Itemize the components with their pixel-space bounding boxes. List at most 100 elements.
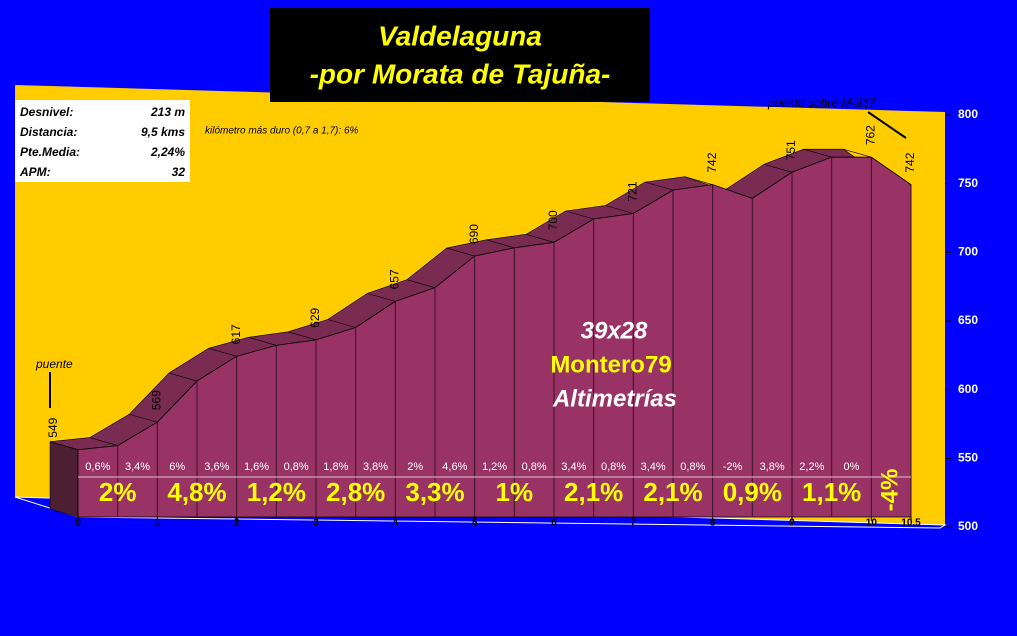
gradient-label: 1,8% [323, 461, 348, 473]
ridge-edge [843, 148, 872, 158]
ridge-edge [763, 164, 793, 173]
watermark: Montero79 [550, 351, 671, 378]
watermark: 39x28 [581, 317, 648, 344]
gradient-label: 3,8% [363, 461, 388, 473]
x-tick-label: 2 [234, 518, 240, 529]
ridge-edge [406, 279, 436, 288]
x-tick-label: 10 [866, 518, 878, 529]
gradient-label: 3,4% [561, 461, 586, 473]
x-tick-label: 1 [155, 518, 161, 529]
ridge-edge [446, 247, 475, 257]
ridge-edge [208, 348, 237, 357]
km-gradient-label: 2% [99, 477, 137, 507]
km-gradient-label: 3,3% [405, 477, 464, 507]
ridge-edge [486, 239, 515, 249]
gradient-label: 0,8% [522, 461, 547, 473]
y-tick-label: 750 [958, 176, 978, 190]
elevation-label: 700 [546, 210, 560, 230]
elevation-label: 762 [864, 125, 878, 145]
annotation-arrow [867, 111, 907, 139]
gradient-label: 6% [169, 461, 185, 473]
x-tick-label: 6 [551, 518, 557, 529]
km-gradient-label: 0,9% [723, 477, 782, 507]
ridge-edge [367, 293, 396, 302]
ridge-edge [684, 176, 713, 185]
info-value: 213 m [150, 105, 185, 119]
gradient-label: 0,8% [680, 461, 705, 473]
side-face [49, 441, 79, 518]
y-tick-label: 500 [958, 519, 978, 533]
ridge-edge [49, 441, 79, 450]
gradient-label: 0% [844, 461, 860, 473]
info-label: Desnivel: [20, 105, 73, 119]
info-rows: Desnivel: 213 m Distancia: 9,5 kms Pte.Media… [19, 105, 185, 179]
plot: 5005506006507007508005495696176296576907… [46, 107, 978, 533]
y-tick-label: 550 [958, 451, 978, 465]
elevation-label: 569 [150, 390, 164, 410]
gradient-label: 2,2% [799, 461, 824, 473]
x-tick-label: 4 [393, 518, 399, 529]
gradient-label: -2% [723, 461, 743, 473]
x-tick-label: 3 [313, 518, 319, 529]
elevation-label: 549 [46, 417, 60, 437]
info-label: APM: [19, 165, 51, 179]
ridge-edge [565, 210, 594, 220]
elevation-label: 617 [229, 324, 243, 344]
annotation: puente sobre M-317 [767, 96, 877, 110]
gradient-label: 0,6% [85, 461, 110, 473]
ridge-edge [803, 148, 832, 158]
gradient-label: 1,2% [482, 461, 507, 473]
y-tick-label: 650 [958, 313, 978, 327]
ridge-edge [644, 181, 674, 191]
elevation-label: 751 [784, 140, 798, 160]
elevation-label: 657 [388, 269, 402, 289]
km-gradient-label: 1% [496, 477, 534, 507]
info-value: 32 [172, 165, 186, 179]
ridge-edge [525, 234, 555, 243]
info-label: Pte.Media: [20, 145, 80, 159]
info-label: Distancia: [20, 125, 77, 139]
x-tick-label: 0 [75, 518, 81, 529]
info-value: 2,24% [150, 145, 185, 159]
gradient-label: 1,6% [244, 461, 269, 473]
y-tick-label: 600 [958, 382, 978, 396]
x-tick-label: 5 [472, 518, 478, 529]
km-gradient-label: 2,1% [643, 477, 702, 507]
elevation-label: 721 [626, 181, 640, 201]
title: -por Morata de Tajuña- [310, 58, 611, 89]
elevation-label: 742 [705, 152, 719, 172]
gradient-label: 0,8% [601, 461, 626, 473]
elevation-label: 690 [467, 224, 481, 244]
info-value: 9,5 kms [141, 125, 185, 139]
y-tick-label: 800 [958, 107, 978, 121]
km-gradient-label: -4% [877, 469, 904, 512]
annotation: puente [35, 357, 73, 371]
elevation-label: 742 [903, 152, 917, 172]
gradient-label: 3,4% [125, 461, 150, 473]
watermark: Altimetrías [552, 385, 677, 412]
km-gradient-label: 1,1% [802, 477, 861, 507]
gradient-label: 3,4% [641, 461, 666, 473]
x-tick-label: 8 [710, 518, 716, 529]
ridge-edge [89, 437, 118, 446]
title-box [270, 8, 650, 102]
title: Valdelaguna [378, 20, 542, 51]
x-tick-label: 10.5 [901, 518, 921, 529]
info-box [15, 100, 190, 182]
x-tick-label: 7 [631, 518, 637, 529]
y-tick-label: 700 [958, 245, 978, 259]
ridge-edge [605, 205, 634, 214]
gradient-label: 3,6% [204, 461, 229, 473]
gradient-label: 0,8% [284, 461, 309, 473]
ridge-edge [287, 331, 317, 341]
elevation-label: 629 [308, 307, 322, 327]
x-tick-label: 9 [789, 518, 795, 529]
gradient-label: 4,6% [442, 461, 467, 473]
hardest-km: kilómetro más duro (0,7 a 1,7): 6% [205, 126, 359, 137]
ridge-edge [129, 413, 158, 423]
km-gradient-label: 1,2% [247, 477, 306, 507]
gradient-label: 2% [407, 461, 423, 473]
ridge-edge [327, 319, 356, 328]
ridge-edge [248, 337, 277, 346]
